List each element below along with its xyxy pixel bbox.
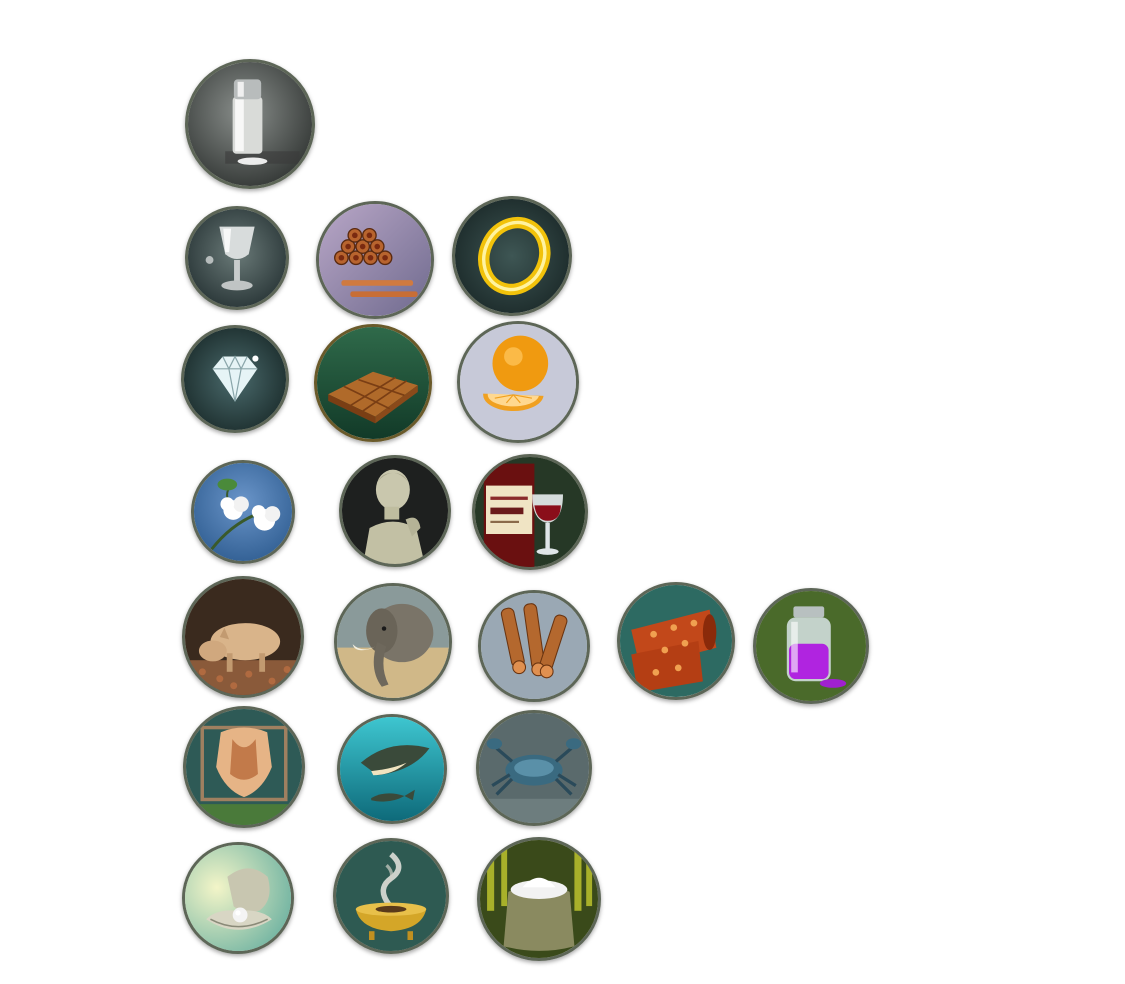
- whale-icon[interactable]: [337, 714, 447, 824]
- wine-bottle-glass-icon[interactable]: [472, 454, 588, 570]
- fur-pelt-icon[interactable]: [183, 706, 305, 828]
- silver-goblet-icon[interactable]: [185, 206, 289, 310]
- elephant-icon[interactable]: [334, 583, 452, 701]
- chocolate-bar-icon[interactable]: [314, 324, 432, 442]
- pearl-oyster-icon[interactable]: [182, 842, 294, 954]
- dye-jar-icon[interactable]: [753, 588, 869, 704]
- silk-cloth-icon[interactable]: [617, 582, 735, 700]
- crab-icon[interactable]: [476, 710, 592, 826]
- copper-pipes-icon[interactable]: [316, 201, 434, 319]
- marble-statue-icon[interactable]: [339, 455, 451, 567]
- diamond-icon[interactable]: [181, 325, 289, 433]
- incense-burner-icon[interactable]: [333, 838, 449, 954]
- cotton-plant-icon[interactable]: [191, 460, 295, 564]
- orange-fruit-icon[interactable]: [457, 321, 579, 443]
- sugar-sack-icon[interactable]: [477, 837, 601, 961]
- truffle-pig-icon[interactable]: [182, 576, 304, 698]
- salt-shaker-icon[interactable]: [185, 59, 315, 189]
- gold-ring-icon[interactable]: [452, 196, 572, 316]
- cinnamon-sticks-icon[interactable]: [478, 590, 590, 702]
